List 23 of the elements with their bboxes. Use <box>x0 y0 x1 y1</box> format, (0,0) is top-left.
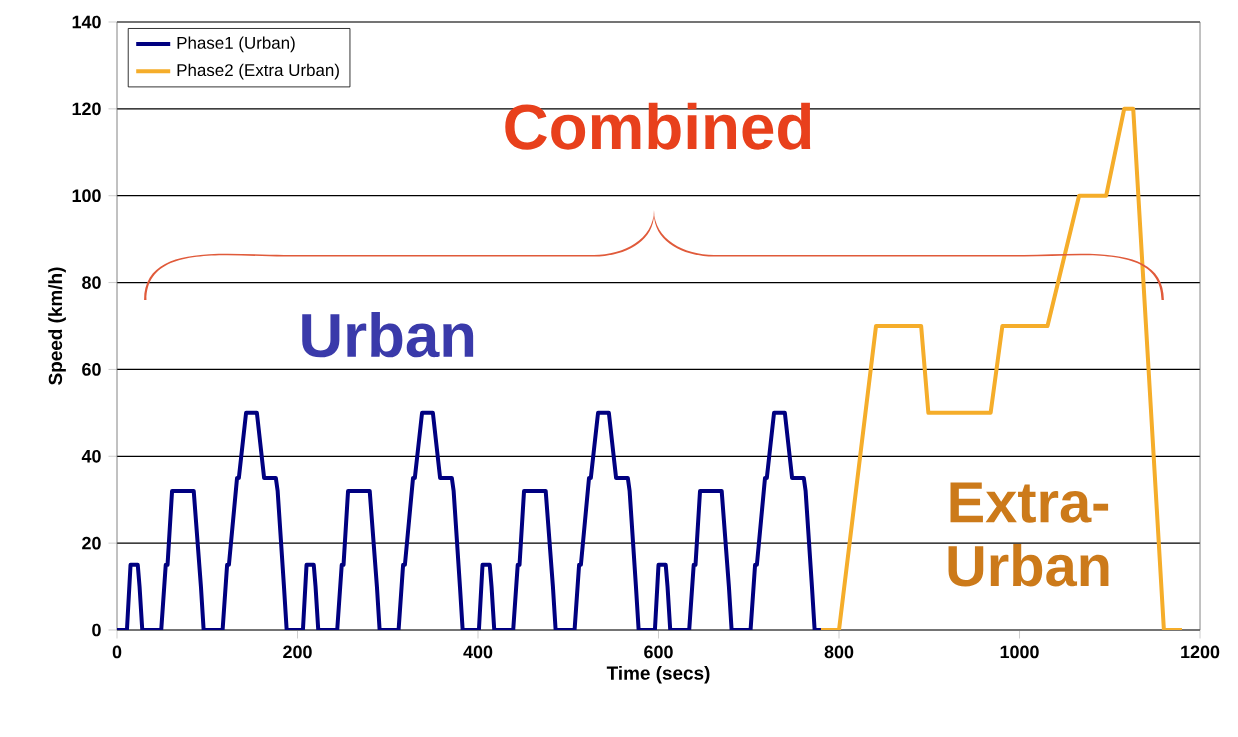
x-tick-label: 800 <box>824 645 854 659</box>
y-tick-label: 80 <box>82 276 101 289</box>
y-tick-label: 0 <box>92 623 101 637</box>
line-series <box>818 106 1184 630</box>
y-tick-label: 100 <box>72 189 101 203</box>
annotation: Combined <box>505 102 811 150</box>
x-axis-title: Time (secs) <box>606 665 710 684</box>
x-tick-label: 1200 <box>1181 645 1220 659</box>
y-tick-label: 60 <box>82 363 101 376</box>
x-tick-label: 400 <box>463 645 493 659</box>
x-tick-label: 200 <box>283 645 312 659</box>
y-tick-label: 120 <box>72 102 101 116</box>
x-tick-label: 0 <box>112 645 122 659</box>
legend-label: Phase2 (Extra Urban) <box>177 63 339 80</box>
annotation: Extra-Urban <box>948 482 1109 587</box>
annotation: Urban <box>302 311 474 358</box>
y-axis-title: Speed (km/h) <box>48 267 66 385</box>
legend-label: Phase1 (Urban) <box>177 36 295 53</box>
x-tick-label: 600 <box>644 645 673 659</box>
y-tick-label: 140 <box>72 15 101 29</box>
y-tick-label: 20 <box>82 536 101 550</box>
x-tick-label: 1000 <box>1000 645 1039 659</box>
y-tick-label: 40 <box>81 449 101 463</box>
